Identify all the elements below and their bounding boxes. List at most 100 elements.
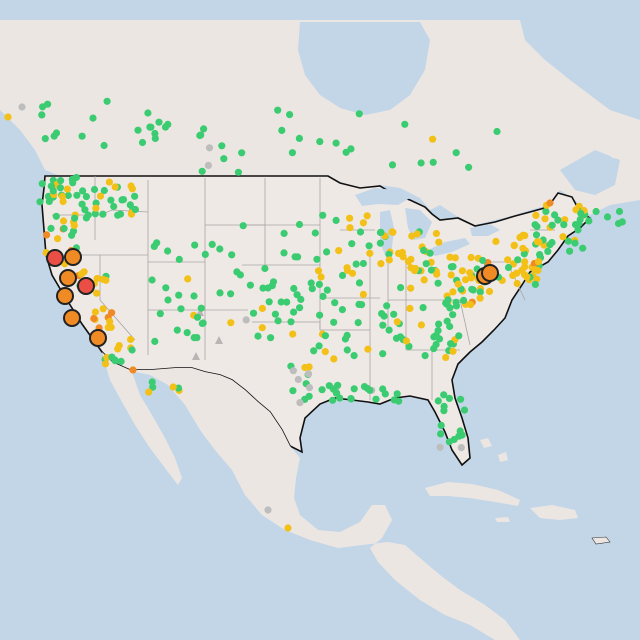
monitor-point[interactable] [347, 395, 355, 403]
monitor-point[interactable] [148, 276, 156, 284]
monitor-point[interactable] [469, 286, 477, 294]
monitor-point[interactable] [329, 396, 337, 404]
monitor-point[interactable] [44, 100, 52, 108]
monitor-point[interactable] [198, 319, 206, 328]
monitor-point[interactable] [359, 219, 367, 227]
monitor-point[interactable] [315, 342, 323, 350]
monitor-point[interactable] [460, 406, 469, 414]
monitor-point[interactable] [385, 256, 393, 264]
monitor-point[interactable] [429, 135, 437, 143]
monitor-point[interactable] [614, 219, 623, 228]
monitor-point[interactable] [128, 185, 136, 193]
monitor-point[interactable] [294, 253, 302, 261]
monitor-point[interactable] [162, 284, 170, 292]
monitor-point[interactable] [60, 224, 68, 233]
monitor-point[interactable] [267, 334, 275, 342]
monitor-point[interactable] [111, 183, 119, 191]
monitor-point[interactable] [408, 232, 416, 240]
monitor-point[interactable] [116, 210, 125, 218]
monitor-point[interactable] [164, 247, 172, 255]
monitor-point[interactable] [388, 161, 397, 169]
monitor-point[interactable] [4, 113, 12, 121]
monitor-point[interactable] [70, 221, 78, 229]
monitor-point[interactable] [451, 254, 459, 262]
monitor-point[interactable] [332, 216, 340, 224]
monitor-point[interactable] [389, 228, 397, 236]
monitor-point[interactable] [435, 320, 443, 328]
monitor-point[interactable] [393, 390, 401, 398]
monitor-point[interactable] [64, 191, 72, 200]
monitor-point[interactable] [532, 231, 541, 239]
monitor-point[interactable] [131, 192, 139, 200]
monitor-point[interactable] [296, 399, 304, 407]
monitor-point[interactable] [419, 304, 427, 312]
monitor-point[interactable] [151, 337, 159, 345]
monitor-point[interactable] [274, 106, 282, 114]
monitor-point[interactable] [149, 383, 157, 391]
monitor-point[interactable] [434, 279, 442, 287]
monitor-point[interactable] [72, 173, 80, 182]
monitor-point[interactable] [190, 292, 198, 300]
monitor-point[interactable] [348, 240, 356, 248]
monitor-point[interactable] [216, 289, 224, 297]
monitor-point[interactable] [426, 249, 434, 257]
monitor-point[interactable] [521, 232, 529, 240]
monitor-point[interactable] [274, 317, 282, 325]
monitor-point[interactable] [338, 306, 346, 314]
monitor-point[interactable] [551, 211, 559, 219]
monitor-point[interactable] [200, 125, 208, 133]
monitor-point[interactable] [316, 311, 324, 319]
monitor-point[interactable] [145, 388, 153, 396]
monitor-point[interactable] [405, 342, 413, 350]
monitor-point[interactable] [542, 207, 550, 215]
monitor-point[interactable] [290, 284, 298, 293]
monitor-point[interactable] [96, 192, 105, 200]
monitor-point[interactable] [105, 178, 113, 186]
monitor-point[interactable] [233, 268, 241, 276]
monitor-point[interactable] [576, 215, 584, 224]
monitor-point[interactable] [420, 246, 428, 254]
monitor-point[interactable] [458, 267, 466, 275]
monitor-point[interactable] [227, 319, 235, 327]
monitor-point[interactable] [100, 186, 108, 195]
monitor-point[interactable] [58, 192, 66, 200]
monitor-point[interactable] [360, 383, 369, 391]
monitor-point[interactable] [184, 275, 192, 283]
monitor-point[interactable] [280, 229, 288, 237]
monitor-point[interactable] [57, 177, 65, 185]
monitor-point[interactable] [379, 350, 387, 358]
monitor-point[interactable] [447, 263, 455, 271]
monitor-point[interactable] [372, 395, 380, 403]
monitor-point[interactable] [510, 241, 518, 249]
monitor-point[interactable] [452, 149, 460, 157]
monitor-point[interactable] [150, 242, 158, 250]
monitor-point[interactable] [445, 394, 453, 402]
monitor-point[interactable] [467, 253, 475, 262]
monitor-point[interactable] [378, 310, 386, 318]
monitor-point[interactable] [289, 387, 297, 395]
monitor-point[interactable] [73, 191, 81, 199]
monitor-point[interactable] [313, 255, 321, 263]
monitor-point[interactable] [201, 250, 209, 258]
monitor-point[interactable] [164, 120, 172, 128]
monitor-point[interactable] [350, 352, 358, 360]
monitor-point[interactable] [289, 367, 297, 375]
monitor-point[interactable] [45, 197, 53, 205]
monitor-point[interactable] [615, 207, 624, 216]
monitor-point[interactable] [38, 111, 46, 119]
monitor-point[interactable] [541, 215, 549, 223]
monitor-point[interactable] [93, 289, 101, 297]
monitor-point[interactable] [18, 103, 26, 111]
monitor-point[interactable] [523, 273, 531, 281]
monitor-point[interactable] [509, 271, 517, 280]
monitor-point[interactable] [437, 421, 445, 429]
monitor-point[interactable] [432, 331, 440, 339]
monitor-point[interactable] [536, 251, 544, 259]
monitor-point[interactable] [164, 296, 172, 304]
monitor-point[interactable] [446, 304, 454, 312]
monitor-point[interactable] [280, 249, 288, 257]
monitor-point[interactable] [417, 159, 425, 167]
monitor-point[interactable] [296, 304, 304, 312]
monitor-point[interactable] [546, 199, 554, 207]
monitor-point[interactable] [79, 187, 87, 195]
